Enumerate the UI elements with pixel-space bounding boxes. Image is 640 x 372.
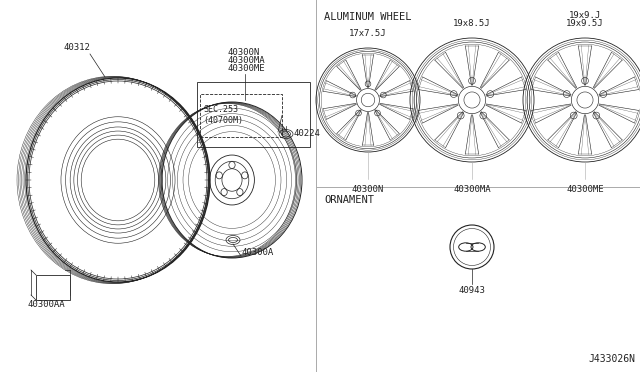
Text: 40300A: 40300A bbox=[242, 248, 275, 257]
Text: 40943: 40943 bbox=[459, 286, 485, 295]
Text: 40312: 40312 bbox=[63, 43, 90, 52]
Bar bbox=[36, 275, 70, 300]
Text: 40300ME: 40300ME bbox=[228, 64, 266, 73]
Text: (40700M): (40700M) bbox=[203, 116, 243, 125]
Text: 40300MA: 40300MA bbox=[453, 185, 491, 194]
Text: ALUMINUM WHEEL: ALUMINUM WHEEL bbox=[324, 12, 412, 22]
Text: 40300ME: 40300ME bbox=[566, 185, 604, 194]
Text: 40224: 40224 bbox=[293, 129, 320, 138]
Text: SEC.253: SEC.253 bbox=[203, 106, 238, 115]
Text: 19x9.5J: 19x9.5J bbox=[566, 19, 604, 28]
Text: 17x7.5J: 17x7.5J bbox=[349, 29, 387, 38]
Text: 40300AA: 40300AA bbox=[28, 300, 66, 309]
Text: 40300MA: 40300MA bbox=[228, 56, 266, 65]
Text: ORNAMENT: ORNAMENT bbox=[324, 195, 374, 205]
Text: 40300N: 40300N bbox=[352, 185, 384, 194]
Text: 19x8.5J: 19x8.5J bbox=[453, 19, 491, 28]
Text: 19x9.J: 19x9.J bbox=[569, 11, 601, 20]
Text: 40300N: 40300N bbox=[228, 48, 260, 57]
Text: J433026N: J433026N bbox=[588, 354, 635, 364]
